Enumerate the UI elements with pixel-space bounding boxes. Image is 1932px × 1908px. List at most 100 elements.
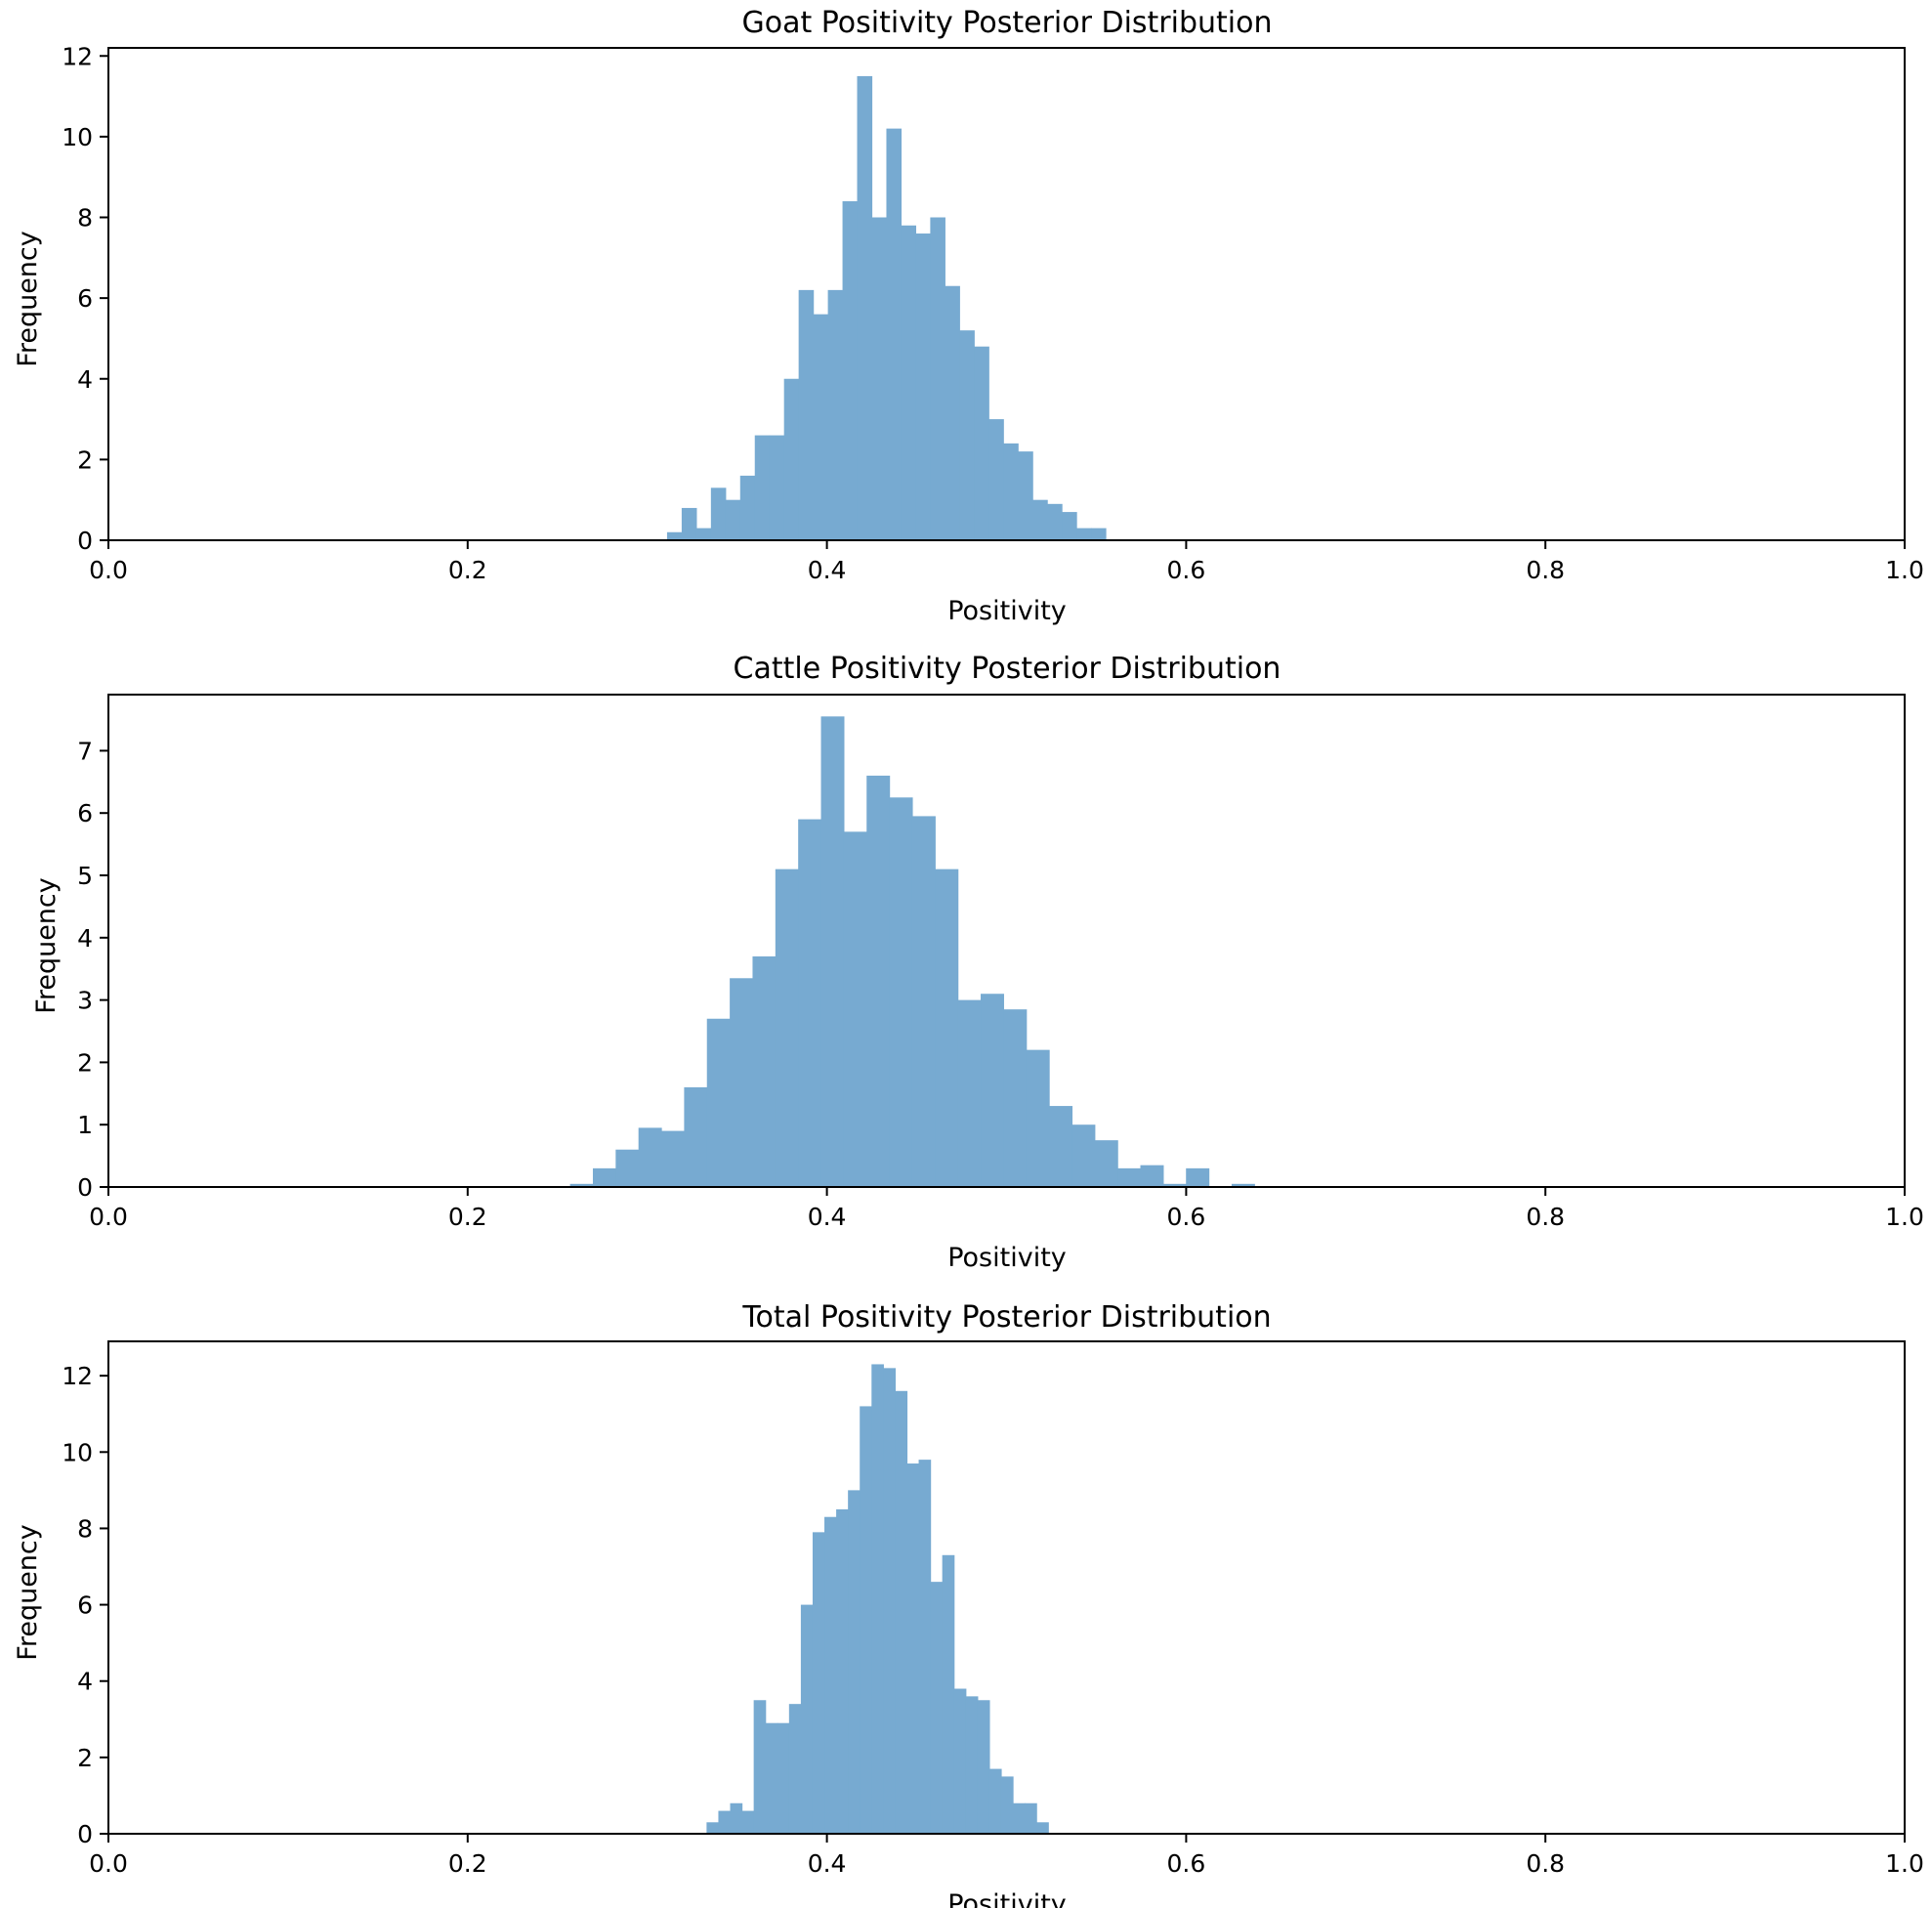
goat-y-tick-label: 12 [62,42,93,70]
goat-plot-frame [107,47,1906,541]
total-bar [718,1810,732,1834]
total-bar [953,1688,967,1834]
cattle-bar [820,716,845,1187]
total-y-axis-label: Frequency [13,1524,43,1661]
goat-bar [783,378,800,540]
total-bar [918,1460,932,1834]
cattle-bar [798,819,822,1187]
total-y-tick-label: 0 [77,1820,93,1848]
goat-bar [901,225,917,540]
total-bar [860,1406,872,1834]
total-bar [753,1700,767,1834]
cattle-bar [775,869,799,1187]
goat-y-tick-label: 2 [77,445,93,474]
goat-bar [857,75,873,541]
cattle-bar [569,1183,594,1187]
cattle-bar [957,999,982,1187]
total-bar [1025,1802,1037,1834]
cattle-bar [752,955,777,1187]
cattle-x-tick-label: 0.8 [1526,1203,1565,1231]
goat-chart-panel: Goat Positivity Posterior Distribution 0… [13,6,1924,626]
total-y-tick-label: 2 [77,1744,93,1772]
cattle-bar [706,1018,731,1187]
goat-bars [666,75,1107,541]
cattle-x-axis-label: Positivity [947,1243,1067,1273]
goat-bar [1032,499,1048,540]
cattle-bar [1231,1183,1255,1187]
goat-bar [769,435,785,540]
total-bar [812,1532,825,1834]
total-x-axis-label: Positivity [947,1889,1067,1908]
cattle-y-tick-label: 1 [77,1111,93,1139]
total-bar [824,1516,837,1834]
goat-bar [1091,528,1107,540]
goat-bar [681,507,697,540]
goat-bar [666,531,683,540]
cattle-y-tick-label: 2 [77,1048,93,1077]
goat-y-tick-label: 6 [77,284,93,313]
cattle-y-tick-label: 5 [77,862,93,890]
cattle-bar [1117,1167,1142,1187]
total-bars [706,1364,1049,1834]
total-plot-frame [107,1340,1906,1835]
total-x-ticks: 0.0 0.2 0.4 0.6 0.8 1.0 [89,1834,1924,1878]
total-bar [800,1604,814,1834]
goat-bar [1062,512,1077,540]
cattle-chart-panel: Cattle Positivity Posterior Distribution… [31,652,1924,1273]
cattle-plot-frame [107,694,1906,1188]
goat-bar [988,419,1004,540]
cattle-bar [661,1130,685,1187]
cattle-bar [843,831,867,1187]
total-chart-title: Total Positivity Posterior Distribution [741,1300,1271,1335]
goat-x-tick-label: 0.8 [1526,556,1565,584]
goat-bar [1018,451,1033,540]
total-y-tick-label: 4 [77,1668,93,1696]
goat-x-tick-label: 0.0 [89,556,128,584]
goat-x-tick-label: 1.0 [1885,556,1924,584]
total-bar [848,1490,861,1834]
cattle-bar [1140,1165,1164,1187]
cattle-bar [1186,1167,1210,1187]
total-chart-panel: Total Positivity Posterior Distribution … [13,1300,1924,1908]
total-bar [930,1582,944,1834]
goat-x-tick-label: 0.2 [448,556,487,584]
cattle-y-ticks: 0 1 2 3 4 5 6 7 [77,737,108,1202]
goat-bar [974,346,989,540]
cattle-bar [866,775,891,1187]
cattle-y-tick-label: 4 [77,924,93,953]
goat-y-ticks: 0 2 4 6 8 10 12 [62,42,108,555]
cattle-bar [935,869,959,1187]
total-bar [988,1768,1002,1834]
goat-y-tick-label: 10 [62,123,93,151]
total-bar [977,1700,990,1834]
total-x-tick-label: 0.4 [808,1849,847,1878]
total-bar [1036,1822,1049,1834]
total-x-tick-label: 0.6 [1167,1849,1206,1878]
total-bar [730,1802,743,1834]
total-y-tick-label: 8 [77,1514,93,1543]
goat-chart-title: Goat Positivity Posterior Distribution [741,6,1272,40]
goat-bar [1047,503,1063,540]
total-bar [883,1368,896,1834]
total-bar [1013,1802,1026,1834]
goat-bar [695,528,712,540]
cattle-y-tick-label: 3 [77,987,93,1015]
goat-bar [930,217,945,540]
cattle-x-tick-label: 0.2 [448,1203,487,1231]
goat-bar [886,128,903,540]
goat-bar [1076,528,1092,540]
cattle-bar [1049,1106,1073,1187]
goat-y-tick-label: 4 [77,365,93,394]
cattle-x-tick-label: 0.0 [89,1203,128,1231]
goat-bar [725,499,741,540]
cattle-bar [889,797,913,1187]
cattle-bar [981,994,1004,1187]
total-bar [706,1822,720,1834]
cattle-x-ticks: 0.0 0.2 0.4 0.6 0.8 1.0 [89,1187,1924,1231]
goat-x-tick-label: 0.4 [808,556,847,584]
total-bar [906,1463,920,1834]
goat-bar [798,289,815,540]
goat-bar [945,285,960,540]
cattle-bar [1094,1140,1118,1187]
